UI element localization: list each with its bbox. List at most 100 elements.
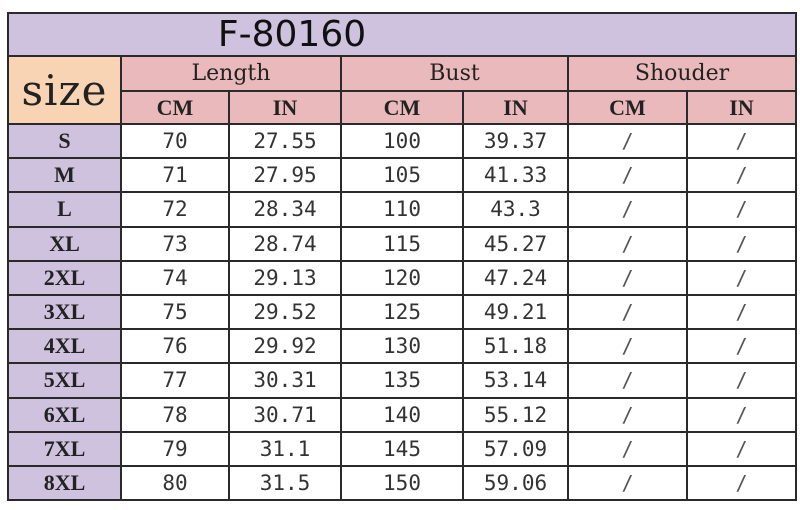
value-cell: 45.27: [462, 225, 569, 262]
value-cell: 130: [340, 328, 464, 365]
size-cell: 2XL: [7, 259, 122, 296]
value-cell: 51.18: [462, 328, 569, 365]
value-cell: 39.37: [462, 122, 569, 160]
value-cell: 28.74: [228, 225, 342, 262]
table-row: 4XL 76 29.92 130 51.18//: [7, 328, 798, 365]
size-cell: 4XL: [7, 328, 122, 365]
size-cell: 7XL: [7, 430, 122, 467]
size-cell: XL: [7, 225, 122, 262]
value-cell: 43.3: [462, 191, 569, 228]
value-cell: /: [567, 430, 688, 467]
value-cell: /: [567, 362, 688, 399]
value-cell: /: [567, 225, 688, 262]
value-cell: 78: [120, 396, 230, 433]
table-row: 8XL 80 31.5 150 59.06//: [7, 464, 798, 502]
value-cell: 31.5: [228, 464, 342, 502]
value-cell: 74: [120, 259, 230, 296]
value-cell: 150: [340, 464, 464, 502]
value-cell: 30.31: [228, 362, 342, 399]
value-cell: /: [685, 225, 798, 262]
value-cell: 140: [340, 396, 464, 433]
value-cell: 28.34: [228, 191, 342, 228]
value-cell: /: [685, 430, 798, 467]
value-cell: 73: [120, 225, 230, 262]
product-code-title: F-80160: [6, 12, 798, 57]
bust-header: Bust: [340, 55, 569, 92]
value-cell: 110: [340, 191, 464, 228]
unit-header: CM: [120, 90, 230, 125]
value-cell: /: [567, 157, 688, 194]
value-cell: /: [567, 328, 688, 365]
value-cell: /: [685, 157, 798, 194]
value-cell: 75: [120, 293, 230, 331]
value-cell: 29.13: [228, 259, 342, 296]
unit-header: CM: [340, 90, 464, 125]
value-cell: 71: [120, 157, 230, 194]
unit-header: IN: [685, 90, 798, 125]
value-cell: 76: [120, 328, 230, 365]
table-row: 6XL 78 30.71 140 55.12//: [7, 396, 798, 433]
table-row: S 70 27.55 100 39.37//: [7, 122, 798, 160]
value-cell: 80: [120, 464, 230, 502]
unit-header: IN: [462, 90, 569, 125]
size-header: size: [7, 55, 122, 125]
table-row: 7XL 79 31.1 145 57.09//: [7, 430, 798, 467]
value-cell: /: [685, 259, 798, 296]
size-cell: M: [7, 157, 122, 194]
value-cell: /: [567, 464, 688, 502]
value-cell: 30.71: [228, 396, 342, 433]
value-cell: /: [567, 191, 688, 228]
value-cell: /: [685, 396, 798, 433]
value-cell: 47.24: [462, 259, 569, 296]
value-cell: 105: [340, 157, 464, 194]
size-cell: S: [7, 122, 122, 160]
value-cell: 57.09: [462, 430, 569, 467]
value-cell: 72: [120, 191, 230, 228]
size-cell: 3XL: [7, 293, 122, 331]
value-cell: /: [567, 122, 688, 160]
value-cell: /: [567, 259, 688, 296]
value-cell: 49.21: [462, 293, 569, 331]
size-chart-table: F-80160 size Length Bust Shouder CM IN C…: [6, 12, 798, 502]
size-cell: L: [7, 191, 122, 228]
value-cell: /: [685, 122, 798, 160]
value-cell: 41.33: [462, 157, 569, 194]
value-cell: /: [567, 293, 688, 331]
value-cell: 125: [340, 293, 464, 331]
value-cell: 79: [120, 430, 230, 467]
table-row: 2XL 74 29.13 120 47.24//: [7, 259, 798, 296]
table-row: 5XL 77 30.31 135 53.14//: [7, 362, 798, 399]
value-cell: 29.92: [228, 328, 342, 365]
value-cell: 145: [340, 430, 464, 467]
unit-header: IN: [228, 90, 342, 125]
size-cell: 8XL: [7, 464, 122, 502]
value-cell: 77: [120, 362, 230, 399]
value-cell: 31.1: [228, 430, 342, 467]
value-cell: /: [685, 293, 798, 331]
unit-header: CM: [567, 90, 688, 125]
value-cell: /: [567, 396, 688, 433]
value-cell: 53.14: [462, 362, 569, 399]
size-cell: 5XL: [7, 362, 122, 399]
table-row: XL 73 28.74 115 45.27//: [7, 225, 798, 262]
title-text: F-80160: [217, 14, 367, 55]
value-cell: 120: [340, 259, 464, 296]
value-cell: 70: [120, 122, 230, 160]
shoulder-header: Shouder: [566, 55, 798, 92]
value-cell: 115: [340, 225, 464, 262]
table-row: 3XL 75 29.52 125 49.21//: [7, 293, 798, 331]
table-row: L 72 28.34 110 43.3//: [7, 191, 798, 228]
value-cell: /: [685, 328, 798, 365]
table-row: M 71 27.95 105 41.33//: [7, 157, 798, 194]
value-cell: 29.52: [228, 293, 342, 331]
length-header: Length: [120, 55, 342, 92]
value-cell: /: [685, 464, 798, 502]
value-cell: 55.12: [462, 396, 569, 433]
value-cell: 59.06: [462, 464, 569, 502]
value-cell: 100: [340, 122, 464, 160]
value-cell: /: [685, 191, 798, 228]
value-cell: 27.55: [228, 122, 342, 160]
value-cell: 27.95: [228, 157, 342, 194]
size-cell: 6XL: [7, 396, 122, 433]
value-cell: /: [685, 362, 798, 399]
